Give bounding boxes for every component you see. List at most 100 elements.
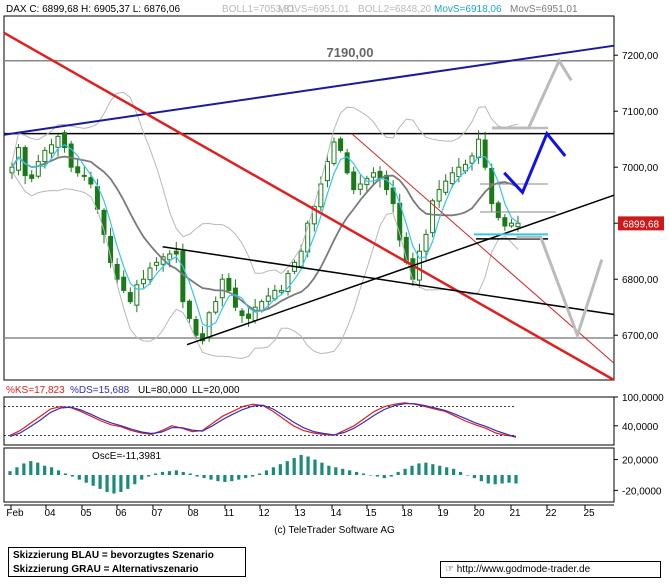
oscillator-bar	[493, 475, 497, 485]
oscillator-bar	[119, 475, 123, 492]
oscillator-bar	[368, 475, 373, 476]
website-link[interactable]: ☞ http://www.godmode-trader.de	[440, 561, 661, 578]
oscillator-bar	[8, 471, 12, 475]
oscillator-bar	[195, 475, 199, 477]
bollinger-lower-line	[11, 171, 519, 360]
oscillator-bar	[320, 462, 324, 475]
oscillator-bar	[403, 468, 407, 475]
oscillator-bar	[500, 475, 504, 484]
oscillator-bar	[77, 475, 81, 480]
oscillator-bar	[237, 475, 241, 480]
oscillator-bar	[216, 475, 220, 482]
stoch-y-tick-label: 100,0000	[622, 393, 664, 404]
oscillator-bar	[251, 475, 255, 477]
oscillator-bar	[98, 475, 102, 489]
oscillator-bar	[140, 475, 144, 480]
stoch-ll-label: LL=20,000	[192, 385, 240, 396]
oscillator-bar	[167, 471, 172, 475]
oscillator-bar	[105, 475, 109, 492]
candle-body	[206, 312, 212, 338]
candle-body	[502, 217, 508, 227]
oscillator-bar	[299, 454, 303, 475]
candle-body	[285, 273, 291, 293]
candle-body	[140, 278, 146, 285]
bollinger-upper-line	[11, 91, 519, 275]
candle-body	[219, 278, 225, 299]
candle-body	[495, 202, 501, 219]
candle-body	[246, 313, 252, 319]
oscillator-bar	[174, 470, 178, 475]
candle-body	[121, 276, 127, 291]
candle-body	[173, 250, 179, 255]
candle-body	[298, 250, 304, 267]
x-tick-label: 14	[330, 508, 342, 519]
oscillator-bar	[43, 465, 47, 475]
oscillator-label: OscE=-11,3981	[92, 451, 161, 462]
oscillator-bar	[278, 464, 282, 475]
oscillator-bar	[354, 471, 359, 475]
oscillator-bar	[91, 475, 95, 486]
candle-body	[226, 278, 232, 291]
candle-body	[186, 300, 192, 319]
legend-blue: Skizzierung BLAU = bevorzugtes Szenario	[13, 550, 214, 561]
oscillator-bar	[202, 475, 206, 479]
x-tick-label: 18	[401, 508, 413, 519]
trendline	[162, 245, 615, 316]
candle-body	[456, 166, 462, 178]
oscillator-bar	[209, 475, 213, 480]
oscillator-bar	[271, 467, 275, 475]
website-url: http://www.godmode-trader.de	[456, 564, 591, 575]
oscillator-bar	[36, 462, 40, 475]
candle-body	[62, 132, 68, 149]
stoch-y-tick-label: 40,0000	[622, 422, 659, 433]
oscillator-bar	[445, 467, 449, 475]
header-movs-cyan: MovS=6918,06	[434, 4, 502, 15]
x-tick-label: 13	[294, 508, 306, 519]
oscillator-bar	[84, 475, 88, 483]
x-tick-label: 05	[80, 508, 92, 519]
oscillator-bar	[306, 456, 310, 475]
header-boll1: BOLL1=7053,81	[222, 4, 296, 15]
oscillator-bar	[188, 473, 192, 475]
candle-body	[278, 289, 284, 293]
candle-body	[239, 310, 245, 317]
oscillator-bar	[452, 468, 456, 475]
candle-body	[430, 200, 436, 234]
candle-body	[443, 180, 449, 193]
price-panel-frame	[3, 15, 615, 381]
last-price-label: 6899,68	[623, 219, 660, 230]
oscillator-bar	[361, 473, 366, 475]
candle-body	[344, 152, 350, 174]
candle-body	[515, 222, 521, 228]
stochastic-line	[9, 403, 517, 438]
stoch-ds-label: %DS=15,688	[70, 385, 130, 396]
trendline	[3, 44, 615, 136]
candle-body	[390, 187, 396, 205]
copyright-text: (c) TeleTrader Software AG	[274, 525, 395, 536]
oscillator-bar	[458, 471, 463, 475]
x-tick-label: 06	[115, 508, 127, 519]
oscillator-bar	[133, 475, 137, 485]
oscillator-bar	[181, 471, 185, 475]
oscillator-bar	[29, 461, 33, 475]
oscillator-bar	[431, 464, 435, 475]
y-tick-label: 7200,00	[622, 51, 659, 62]
candle-body	[423, 233, 429, 252]
candle-body	[147, 267, 153, 281]
oscillator-bar	[410, 465, 414, 475]
candle-body	[48, 144, 54, 154]
oscillator-bar	[507, 475, 511, 483]
candle-body	[134, 284, 140, 306]
candle-body	[200, 333, 206, 342]
header-boll2: BOLL2=6848,20	[358, 4, 432, 15]
moving-average-cyan-line	[11, 144, 519, 328]
candle-body	[508, 222, 514, 227]
x-tick-label: 22	[545, 508, 557, 519]
oscillator-bar	[334, 467, 338, 475]
scenario-blue-path	[503, 130, 567, 196]
x-tick-label: 20	[473, 508, 485, 519]
trendline	[186, 194, 615, 346]
oscillator-bar	[70, 475, 74, 477]
